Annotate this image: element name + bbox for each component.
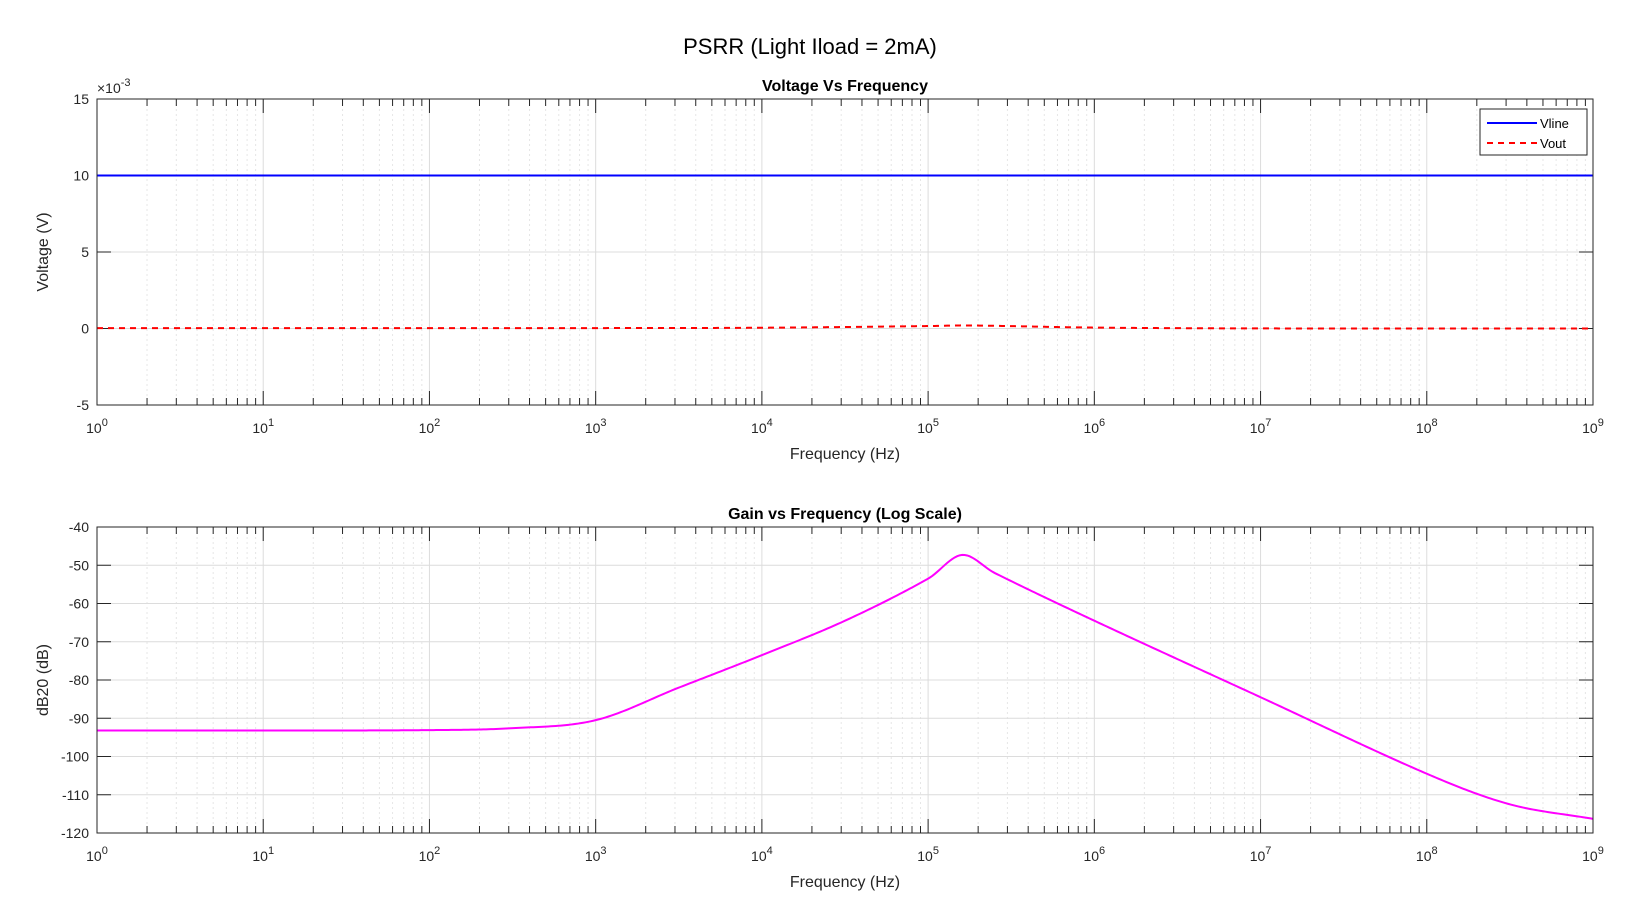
axes-title: Gain vs Frequency (Log Scale) [728,506,962,523]
x-tick-label: 103 [585,845,607,864]
x-tick-label: 103 [585,417,607,436]
x-tick-label: 108 [1416,417,1438,436]
tick-marks [96,98,1594,406]
y-axis-label: Voltage (V) [35,212,52,291]
legend-label-vout: Vout [1540,136,1566,151]
x-tick-labels: 100 101 102 103 104 105 106 107 108 109 [86,845,1604,864]
y-axis-label: dB20 (dB) [35,644,52,716]
y-tick-label: -120 [61,825,89,841]
axes-title: Voltage Vs Frequency [762,78,928,95]
x-tick-label: 106 [1083,417,1105,436]
x-tick-label: 109 [1582,845,1604,864]
x-tick-label: 102 [419,417,441,436]
x-tick-label: 101 [252,845,274,864]
x-axis-label: Frequency (Hz) [790,446,900,463]
x-tick-label: 106 [1083,845,1105,864]
y-tick-label: -50 [69,557,89,573]
x-tick-label: 107 [1250,845,1272,864]
axes-box [96,98,1594,406]
series-group [97,553,1594,820]
y-tick-label: -100 [61,749,89,765]
series-gain-line [97,553,1594,820]
x-tick-label: 105 [917,417,939,436]
y-tick-label: 15 [73,91,89,107]
y-tick-label: -5 [77,397,90,413]
x-tick-label: 109 [1582,417,1604,436]
y-tick-label: -110 [62,787,89,803]
y-tick-label: -90 [69,710,89,726]
x-tick-label: 102 [419,845,441,864]
y-tick-label: -70 [69,634,89,650]
x-tick-label: 105 [917,845,939,864]
figure-title: PSRR (Light Iload = 2mA) [683,34,937,59]
y-tick-label: -40 [69,519,89,535]
y-exponent-label: ×10-3 [97,77,131,96]
x-tick-label: 104 [751,845,773,864]
gain-vs-frequency-plot: 100 101 102 103 104 105 106 107 108 109-120-110-1… [35,506,1604,891]
legend-box [1479,108,1588,156]
x-tick-label: 101 [252,417,274,436]
y-tick-label: 0 [81,321,89,337]
legend-label-vline: Vline [1540,116,1569,131]
series-group [97,174,1593,330]
y-tick-label: -60 [69,596,89,612]
x-tick-label: 108 [1416,845,1438,864]
grid [96,526,1594,834]
axes-box [96,526,1594,834]
y-tick-labels: -120 -110 -100 -90 -80 -70 -60 -50 -40 [61,519,89,841]
x-tick-labels: 100 101 102 103 104 105 106 107 108 109 [86,417,1604,436]
x-axis-label: Frequency (Hz) [790,874,900,891]
series-vout-line [97,324,1593,330]
x-tick-label: 100 [86,845,108,864]
x-tick-label: 104 [751,417,773,436]
x-tick-label: 100 [86,417,108,436]
voltage-vs-frequency-plot: 100 101 102 103 104 105 106 107 108 109 -5 0 5 10 15 ×1… [35,77,1604,463]
y-tick-label: 5 [81,244,89,260]
x-tick-label: 107 [1250,417,1272,436]
y-tick-label: -80 [69,672,89,688]
y-tick-label: 10 [73,168,89,184]
y-tick-labels: -5 0 5 10 15 [73,91,89,413]
legend: Vline Vout [1479,108,1588,156]
